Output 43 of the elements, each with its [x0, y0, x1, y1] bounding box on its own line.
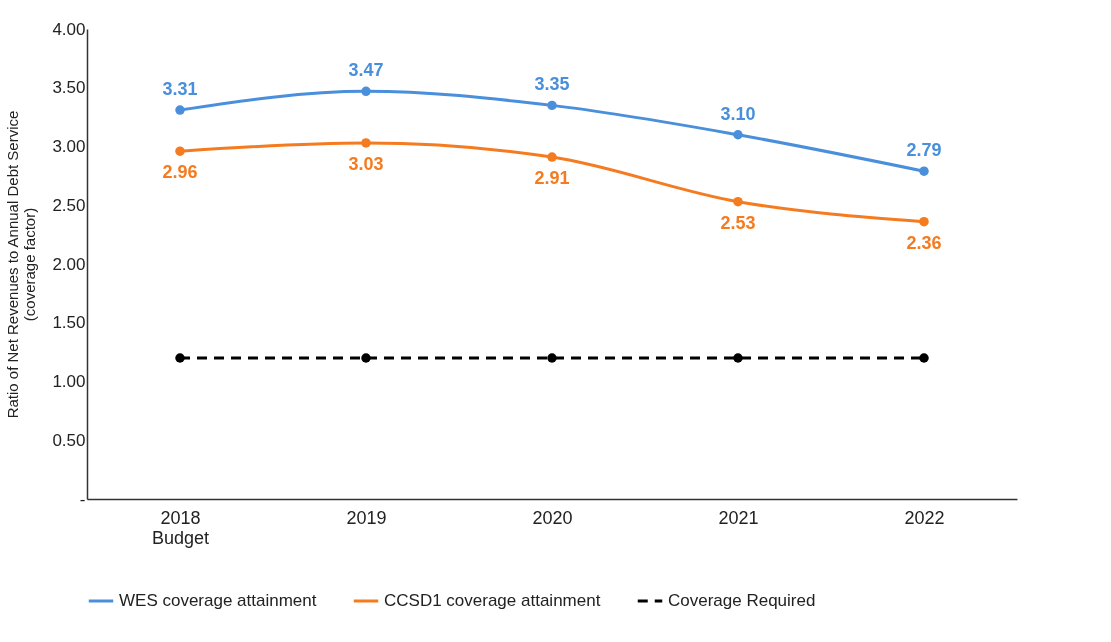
legend-label: CCSD1 coverage attainment — [384, 591, 601, 610]
point — [547, 353, 557, 363]
x-tick-label: 2018 Budget — [151, 507, 210, 548]
y-tick-label: - — [79, 489, 86, 509]
point — [361, 353, 371, 363]
data-label: 3.10 — [720, 103, 756, 124]
point — [361, 86, 371, 97]
data-label: 3.47 — [348, 60, 384, 81]
point — [361, 138, 371, 148]
y-tick-label: 4.00 — [52, 19, 86, 39]
point — [175, 353, 185, 363]
data-label: 3.31 — [162, 79, 198, 100]
point — [547, 100, 557, 111]
y-tick-label: 1.50 — [52, 313, 86, 333]
x-tick-label: 2021 — [718, 507, 759, 528]
y-tick-label: 3.00 — [52, 137, 86, 156]
point — [175, 105, 185, 115]
point — [175, 146, 185, 156]
point — [547, 152, 557, 162]
y-tick-label: 1.00 — [52, 372, 86, 391]
data-label: 2.91 — [534, 168, 570, 189]
data-label: 3.35 — [534, 74, 570, 95]
point — [733, 196, 743, 207]
y-tick-label: 0.50 — [52, 430, 86, 450]
data-label: 2.79 — [906, 140, 942, 161]
point — [733, 353, 743, 363]
legend-label: WES coverage attainment — [119, 591, 317, 610]
x-tick-label: 2019 — [346, 507, 387, 528]
y-tick-label: 3.50 — [52, 78, 86, 98]
x-tick-label: 2022 — [904, 507, 945, 528]
legend-label: Coverage Required — [668, 591, 816, 610]
point — [919, 216, 929, 227]
point — [919, 166, 929, 176]
y-tick-label: 2.00 — [52, 254, 86, 274]
y-tick-label: 2.50 — [52, 195, 86, 215]
data-label: 2.53 — [720, 212, 756, 233]
data-label: 2.36 — [906, 232, 942, 253]
point — [919, 353, 929, 363]
x-tick-label: 2020 — [532, 507, 573, 528]
point — [733, 130, 743, 140]
y-axis-title: Ratio of Net Revenues to Annual Debt Service (coverage factor) — [4, 110, 39, 419]
data-label: 3.03 — [348, 153, 384, 174]
data-label: 2.96 — [162, 162, 198, 183]
